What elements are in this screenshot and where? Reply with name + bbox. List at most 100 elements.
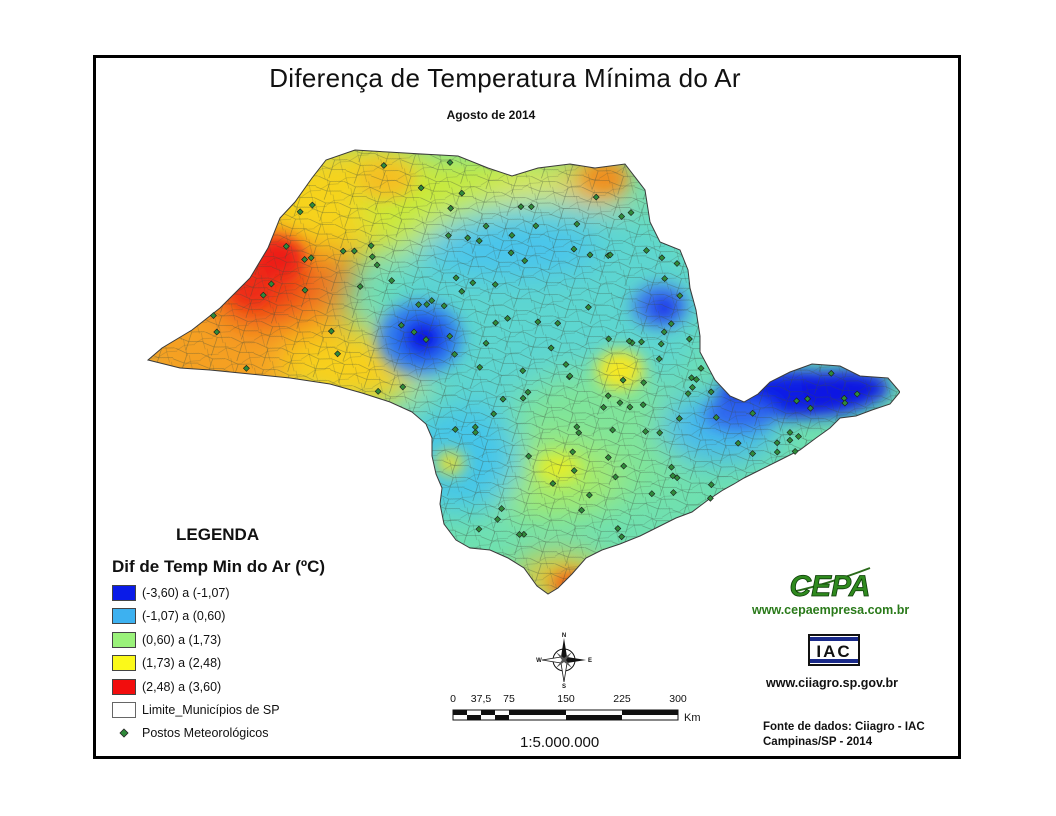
scale-ticks: 0 37,5 75 150 225 300 — [450, 693, 687, 705]
station-marker — [417, 184, 425, 192]
station-marker — [446, 332, 454, 340]
legend-label: (-1,07) a (0,60) — [142, 609, 226, 623]
station-marker — [612, 473, 619, 481]
station-marker — [469, 279, 477, 287]
station-marker — [498, 505, 506, 513]
station-marker — [618, 533, 626, 541]
scale-bar: 0 37,5 75 150 225 300 Km — [450, 693, 701, 724]
station-marker — [242, 364, 250, 372]
legend-swatch — [112, 585, 136, 601]
cepa-logo-text: CEPA — [789, 570, 870, 602]
iac-logo-text: IAC — [816, 642, 852, 661]
station-marker — [399, 383, 407, 391]
station-marker — [638, 338, 645, 346]
station-marker — [786, 429, 794, 436]
station-marker — [367, 242, 375, 250]
station-marker — [688, 374, 695, 382]
legend-swatch — [112, 655, 136, 671]
legend-swatch — [112, 608, 136, 624]
legend-item-stations: Postos Meteorológicos — [112, 724, 268, 742]
station-marker — [734, 439, 742, 447]
station-marker — [675, 415, 683, 422]
station-marker — [472, 429, 479, 436]
station-marker — [380, 162, 388, 169]
legend-item: (-3,60) a (-1,07) — [112, 584, 230, 602]
station-marker — [642, 428, 649, 435]
station-marker — [521, 257, 529, 265]
station-marker — [308, 201, 316, 209]
station-marker — [307, 254, 315, 262]
station-marker — [415, 301, 423, 309]
station-marker — [707, 388, 715, 396]
station-marker — [578, 506, 586, 514]
station-marker — [749, 450, 757, 457]
station-marker — [549, 480, 557, 487]
station-marker — [585, 491, 593, 499]
station-marker — [618, 213, 626, 220]
scale-tick-label: 300 — [669, 693, 687, 705]
legend-swatch — [112, 679, 136, 695]
scale-tick-label: 225 — [613, 693, 631, 705]
station-marker — [692, 376, 700, 383]
source-line-2: Campinas/SP - 2014 — [763, 736, 873, 748]
station-marker — [517, 203, 525, 211]
station-marker — [807, 404, 814, 412]
station-marker — [440, 302, 448, 310]
station-marker — [499, 395, 507, 403]
station-marker — [422, 336, 430, 343]
station-marker — [519, 367, 527, 375]
legend-label: (2,48) a (3,60) — [142, 680, 222, 694]
station-marker — [795, 432, 802, 440]
scale-unit: Km — [684, 712, 701, 724]
station-marker — [749, 409, 757, 417]
station-marker — [619, 376, 627, 384]
station-marker — [547, 344, 555, 352]
station-marker — [475, 237, 483, 245]
scale-tick-label: 37,5 — [471, 693, 492, 705]
station-marker — [374, 387, 382, 395]
station-marker — [562, 361, 570, 368]
station-marker — [605, 335, 613, 343]
station-marker — [569, 448, 577, 456]
legend-label-stations: Postos Meteorológicos — [142, 726, 269, 740]
station-marker — [428, 297, 436, 304]
legend-label: (1,73) a (2,48) — [142, 656, 222, 670]
station-marker — [451, 350, 459, 358]
station-marker — [676, 292, 684, 300]
station-marker — [213, 328, 221, 336]
legend-item: (2,48) a (3,60) — [112, 678, 221, 696]
station-marker — [482, 222, 490, 230]
station-marker — [614, 525, 622, 532]
station-marker — [508, 231, 516, 239]
station-marker — [388, 277, 396, 284]
station-marker — [491, 281, 499, 288]
station-marker — [609, 426, 617, 434]
station-marker — [658, 254, 666, 262]
station-marker — [667, 320, 675, 328]
station-marker — [661, 275, 669, 283]
north-arrow-icon: N S E W — [536, 633, 592, 688]
legend-swatch-boundary — [112, 702, 136, 718]
station-marker — [515, 531, 523, 538]
scale-tick-label: 0 — [450, 693, 456, 705]
station-marker — [573, 220, 581, 228]
station-marker — [773, 448, 781, 456]
station-marker — [791, 447, 799, 455]
scale-tick-label: 75 — [503, 693, 515, 705]
station-marker — [573, 423, 581, 431]
station-marker — [444, 232, 452, 239]
station-marker — [786, 436, 794, 444]
station-marker — [259, 291, 267, 299]
station-marker — [525, 452, 533, 460]
station-marker — [301, 256, 309, 263]
station-marker — [482, 339, 490, 347]
map-title: Diferença de Temperatura Mínima do Ar — [269, 63, 741, 93]
station-marker — [706, 494, 714, 502]
station-marker — [627, 209, 635, 216]
legend-item: (0,60) a (1,73) — [112, 631, 221, 649]
compass-e: E — [588, 658, 592, 664]
station-marker — [519, 394, 527, 402]
station-marker — [670, 489, 677, 496]
station-marker — [494, 515, 501, 523]
station-marker — [451, 426, 459, 433]
